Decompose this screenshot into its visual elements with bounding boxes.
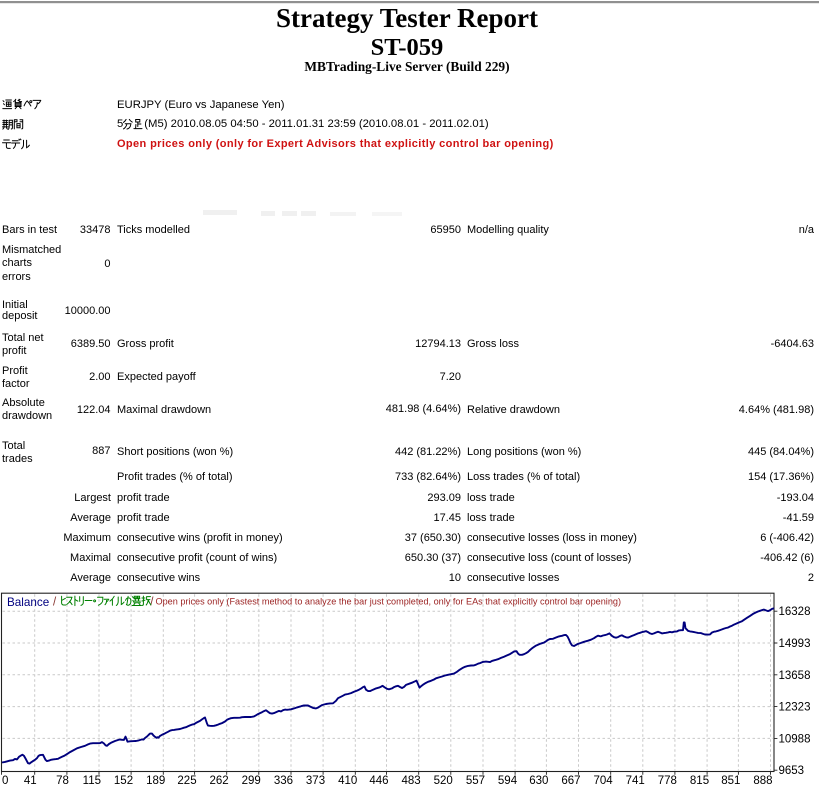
svg-text:410: 410 <box>338 775 357 787</box>
svg-text:446: 446 <box>369 775 388 787</box>
svg-text:13658: 13658 <box>779 670 811 682</box>
svg-text:41: 41 <box>24 775 37 787</box>
svg-text:520: 520 <box>434 775 453 787</box>
svg-text:78: 78 <box>56 775 69 787</box>
svg-text:557: 557 <box>466 775 485 787</box>
svg-text:9653: 9653 <box>779 765 805 777</box>
svg-text:704: 704 <box>594 775 614 787</box>
svg-text:Open prices only (Fastest meth: Open prices only (Fastest method to anal… <box>156 596 622 607</box>
svg-text:12323: 12323 <box>779 702 811 714</box>
svg-text:741: 741 <box>626 775 645 787</box>
svg-text:778: 778 <box>658 775 677 787</box>
svg-text:336: 336 <box>274 775 293 787</box>
svg-text:888: 888 <box>753 775 772 787</box>
svg-text:630: 630 <box>529 775 548 787</box>
svg-text:483: 483 <box>402 775 421 787</box>
svg-text:14993: 14993 <box>779 638 811 650</box>
svg-text:/: / <box>150 597 154 609</box>
svg-text:225: 225 <box>177 775 196 787</box>
svg-text:373: 373 <box>306 775 325 787</box>
svg-text:10988: 10988 <box>779 733 811 745</box>
svg-text:815: 815 <box>690 775 709 787</box>
svg-text:299: 299 <box>242 775 261 787</box>
svg-text:667: 667 <box>561 775 580 787</box>
svg-text:0: 0 <box>2 775 8 787</box>
svg-text:16328: 16328 <box>779 606 811 618</box>
svg-text:/: / <box>53 597 57 609</box>
svg-text:115: 115 <box>83 775 101 787</box>
svg-text:594: 594 <box>498 775 518 787</box>
svg-text:Balance: Balance <box>7 596 49 609</box>
svg-text:152: 152 <box>114 775 133 787</box>
svg-text:262: 262 <box>210 775 229 787</box>
svg-text:189: 189 <box>146 775 165 787</box>
svg-text:851: 851 <box>721 775 740 787</box>
